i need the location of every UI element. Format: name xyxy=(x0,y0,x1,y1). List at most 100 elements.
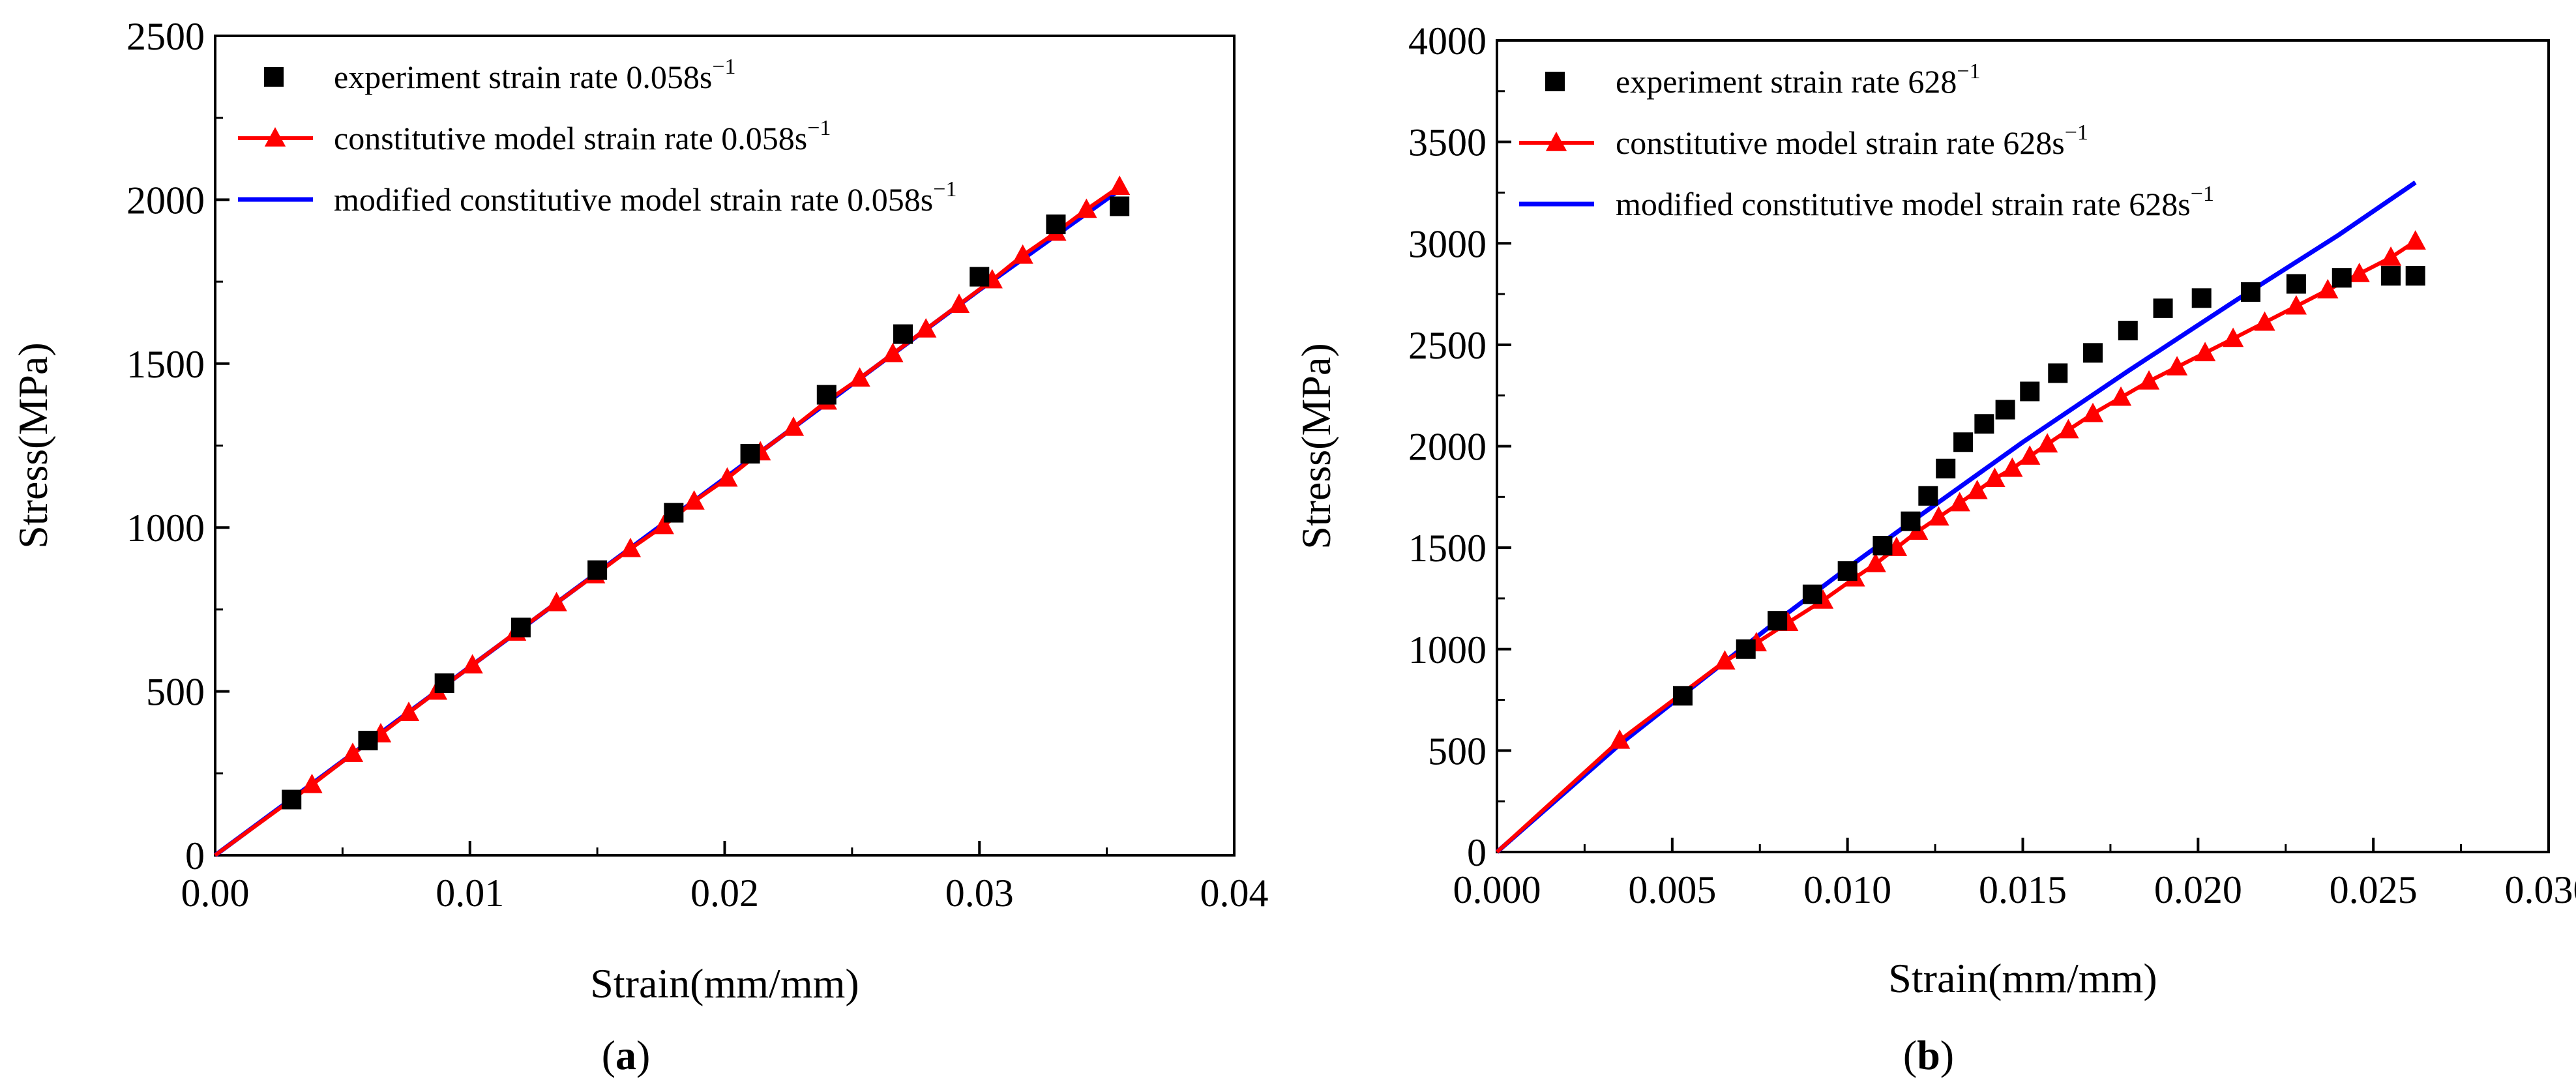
model-triangle-point-b xyxy=(2138,370,2160,390)
y-tick-label-a: 1000 xyxy=(126,507,205,550)
x-tick-label-b: 0.015 xyxy=(1979,868,2067,911)
chart-panel-b: 0.000 0.005 0.010 0.015 0.020 0.025 0.030 0 500 1… xyxy=(1293,20,2576,1001)
x-tick-label-b: 0.000 xyxy=(1453,868,1541,911)
legend-marker-triangle-b xyxy=(1545,132,1567,151)
model-triangle-point-b xyxy=(1714,650,1736,670)
model-triangle-point-a xyxy=(301,773,323,793)
legend-label-superscript-b: −1 xyxy=(1957,59,1980,83)
model-triangle-point-b xyxy=(1609,729,1631,749)
model-triangle-point-b xyxy=(2166,356,2188,375)
y-tick-label-b: 500 xyxy=(1428,729,1487,772)
experiment-square-point-a xyxy=(664,503,684,523)
model-triangle-point-a xyxy=(1076,198,1097,218)
experiment-square-point-a xyxy=(511,617,531,638)
y-tick-label-b: 2000 xyxy=(1408,426,1487,469)
x-tick-label-b: 0.025 xyxy=(2330,868,2418,911)
model-triangle-point-a xyxy=(717,467,738,487)
model-triangle-point-a xyxy=(915,318,937,338)
experiment-square-point-b xyxy=(2332,268,2352,288)
model-triangle-point-b xyxy=(2254,311,2275,331)
x-tick-label-b: 0.005 xyxy=(1628,868,1716,911)
model-triangle-point-b xyxy=(1865,553,1886,572)
experiment-square-point-a xyxy=(434,673,454,694)
legend-entry-a: modified constitutive model strain rate … xyxy=(334,177,956,218)
model-triangle-point-b xyxy=(2194,342,2216,362)
experiment-square-point-b xyxy=(1837,561,1858,581)
model-triangle-point-a xyxy=(1012,244,1033,264)
legend-label-a: modified constitutive model strain rate … xyxy=(334,181,933,218)
experiment-square-point-a xyxy=(1046,214,1066,235)
y-tick-label-a: 500 xyxy=(146,671,205,714)
model-triangle-point-a xyxy=(653,514,674,535)
experiment-square-point-b xyxy=(2153,298,2173,318)
x-tick-label-a: 0.04 xyxy=(1200,872,1269,915)
experiment-square-point-b xyxy=(2118,321,2138,341)
experiment-square-point-b xyxy=(1918,486,1938,506)
x-tick-label-a: 0.02 xyxy=(690,872,759,915)
y-tick-label-a: 2500 xyxy=(126,15,205,58)
model-triangle-point-b xyxy=(1966,479,1988,499)
model-triangle-point-b xyxy=(2036,433,2058,453)
legend-entry-b: constitutive model strain rate 628s−1 xyxy=(1616,121,2088,161)
x-tick-label-b: 0.010 xyxy=(1803,868,1891,911)
series-line-b-2 xyxy=(1495,180,2417,854)
legend-entry-a: constitutive model strain rate 0.058s−1 xyxy=(334,116,831,156)
y-tick-label-b: 1500 xyxy=(1408,527,1487,570)
experiment-square-point-b xyxy=(1953,432,1974,452)
y-tick-label-b: 1000 xyxy=(1408,628,1487,671)
y-tick-label-b: 3500 xyxy=(1408,121,1487,164)
model-triangle-point-b xyxy=(2002,457,2023,477)
legend-label-b: constitutive model strain rate 628s xyxy=(1616,125,2065,161)
model-triangle-point-a xyxy=(619,537,642,557)
legend-label-superscript-a: −1 xyxy=(712,55,735,79)
caption-a: (a) xyxy=(602,1032,651,1078)
legend-entry-a: experiment strain rate 0.058s−1 xyxy=(334,55,736,95)
caption-a-open: ( xyxy=(602,1032,615,1078)
model-triangle-point-b xyxy=(2019,445,2041,465)
experiment-square-point-b xyxy=(1974,414,1994,434)
experiment-square-point-b xyxy=(1672,686,1693,706)
experiment-square-point-b xyxy=(2048,363,2068,383)
y-tick-label-b: 4000 xyxy=(1408,20,1487,63)
y-tick-label-a: 0 xyxy=(185,834,205,877)
x-tick-label-a: 0.03 xyxy=(945,872,1014,915)
caption-a-close: ) xyxy=(636,1032,650,1078)
model-triangle-point-a xyxy=(683,490,705,510)
experiment-square-point-b xyxy=(1736,639,1756,659)
x-tick-label-b: 0.020 xyxy=(2154,868,2242,911)
series-line-b-1 xyxy=(1495,239,2417,854)
legend-entry-b: modified constitutive model strain rate … xyxy=(1616,182,2214,222)
x-axis-title-b: Strain(mm/mm) xyxy=(1888,955,2157,1001)
x-axis-title-a: Strain(mm/mm) xyxy=(590,960,859,1007)
experiment-square-point-a xyxy=(893,324,913,344)
legend-label-superscript-b: −1 xyxy=(2065,121,2088,145)
model-triangle-point-a xyxy=(882,342,904,362)
y-tick-label-b: 0 xyxy=(1467,831,1487,874)
legend-marker-experiment-a xyxy=(264,67,284,87)
y-tick-label-b: 3000 xyxy=(1408,222,1487,265)
model-triangle-point-b xyxy=(2222,327,2244,347)
model-triangle-point-a xyxy=(849,367,870,387)
experiment-square-point-a xyxy=(1110,196,1130,216)
model-triangle-point-a xyxy=(948,293,970,314)
experiment-square-point-a xyxy=(282,789,302,810)
y-tick-label-a: 1500 xyxy=(126,343,205,386)
legend-entry-b: experiment strain rate 628−1 xyxy=(1616,59,1981,100)
legend-label-a: constitutive model strain rate 0.058s xyxy=(334,120,807,156)
y-axis-title-a: Stress(MPa) xyxy=(10,342,56,548)
y-axis-title-b: Stress(MPa) xyxy=(1293,343,1339,549)
model-triangle-point-b xyxy=(1949,492,1970,512)
experiment-square-point-b xyxy=(2020,381,2040,402)
experiment-square-point-b xyxy=(2191,288,2212,308)
experiment-square-point-b xyxy=(1936,458,1956,478)
experiment-square-point-b xyxy=(2381,266,2401,286)
model-triangle-point-b xyxy=(2380,246,2402,266)
model-triangle-point-b xyxy=(2317,278,2339,299)
experiment-square-point-b xyxy=(2083,343,2103,363)
experiment-square-point-b xyxy=(1873,536,1893,556)
model-triangle-point-b xyxy=(2405,230,2426,250)
caption-b: (b) xyxy=(1903,1032,1954,1078)
experiment-square-point-a xyxy=(970,267,990,287)
model-triangle-point-b xyxy=(2348,262,2370,282)
